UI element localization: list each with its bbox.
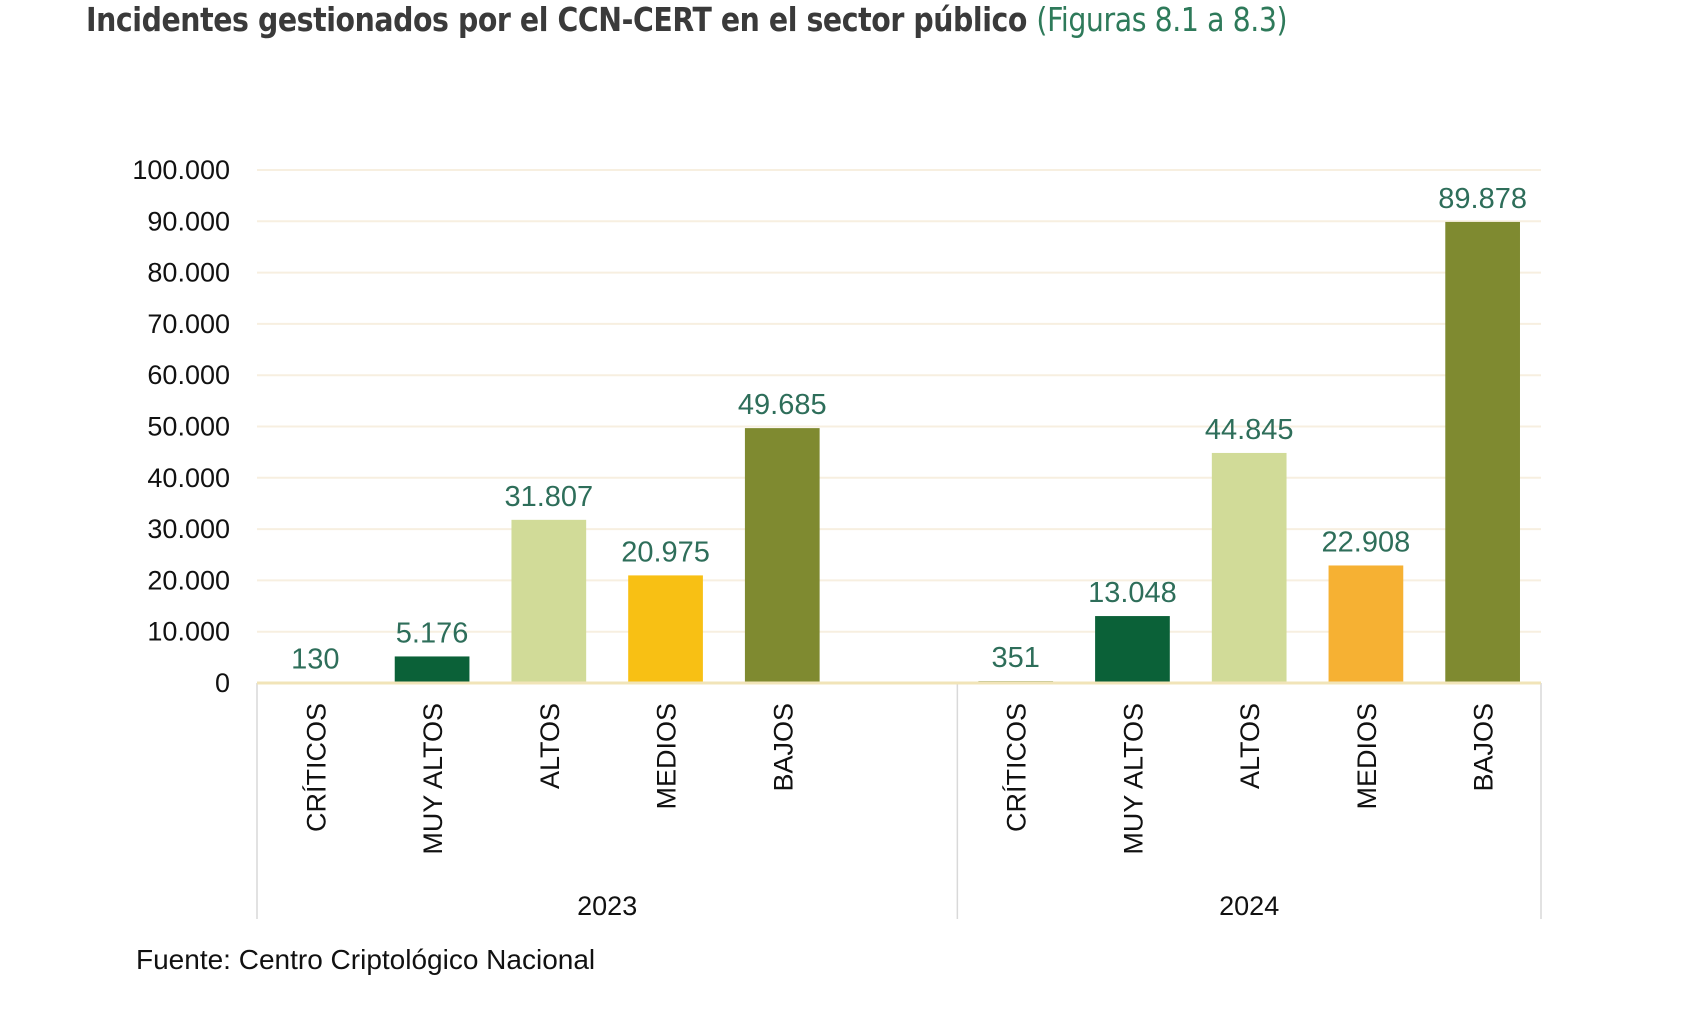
y-tick-label: 20.000 bbox=[147, 565, 230, 595]
y-tick-label: 80.000 bbox=[147, 258, 230, 288]
y-tick-label: 60.000 bbox=[147, 360, 230, 390]
data-label: 89.878 bbox=[1438, 183, 1527, 215]
data-label: 13.048 bbox=[1088, 577, 1177, 609]
y-tick-label: 40.000 bbox=[147, 463, 230, 493]
y-tick-label: 0 bbox=[215, 668, 230, 698]
x-category-label: CRÍTICOS bbox=[1002, 703, 1032, 832]
y-tick-label: 100.000 bbox=[132, 155, 230, 185]
bar-2024-2 bbox=[1211, 452, 1287, 683]
data-label: 44.845 bbox=[1205, 414, 1294, 446]
x-category-label: CRÍTICOS bbox=[301, 703, 331, 832]
x-category-label: ALTOS bbox=[535, 703, 565, 789]
x-group-label: 2023 bbox=[577, 891, 637, 921]
data-label: 31.807 bbox=[504, 481, 593, 513]
bar-2024-4 bbox=[1445, 221, 1520, 684]
data-label: 351 bbox=[992, 642, 1040, 674]
x-category-label: ALTOS bbox=[1235, 703, 1265, 789]
x-category-label: MEDIOS bbox=[1352, 703, 1382, 810]
bar-2024-3 bbox=[1328, 565, 1404, 683]
x-category-label: MUY ALTOS bbox=[1118, 703, 1148, 855]
x-category-label: BAJOS bbox=[768, 703, 798, 792]
y-tick-label: 90.000 bbox=[147, 206, 230, 236]
title-figure-ref: (Figuras 8.1 a 8.3) bbox=[1036, 0, 1288, 39]
data-label: 130 bbox=[291, 643, 339, 675]
data-label: 5.176 bbox=[396, 617, 469, 649]
bar-2023-1 bbox=[394, 656, 470, 683]
x-category-label: MEDIOS bbox=[652, 703, 682, 810]
data-label: 20.975 bbox=[621, 536, 710, 568]
data-label: 22.908 bbox=[1322, 526, 1411, 558]
x-category-label: MUY ALTOS bbox=[418, 703, 448, 855]
y-tick-label: 10.000 bbox=[147, 617, 230, 647]
bar-2023-4 bbox=[744, 428, 820, 683]
data-label: 49.685 bbox=[738, 389, 827, 421]
title-main: Incidentes gestionados por el CCN-CERT e… bbox=[86, 0, 1027, 39]
bar-2024-1 bbox=[1095, 616, 1170, 683]
y-tick-label: 50.000 bbox=[147, 412, 230, 442]
x-category-label: BAJOS bbox=[1469, 703, 1499, 792]
y-tick-label: 30.000 bbox=[147, 514, 230, 544]
x-group-label: 2024 bbox=[1219, 891, 1279, 921]
source-note: Fuente: Centro Criptológico Nacional bbox=[136, 944, 596, 975]
bar-2023-3 bbox=[628, 575, 703, 683]
bar-2023-2 bbox=[511, 519, 587, 683]
y-tick-label: 70.000 bbox=[147, 309, 230, 339]
page-title: Incidentes gestionados por el CCN-CERT e… bbox=[86, 0, 1288, 39]
